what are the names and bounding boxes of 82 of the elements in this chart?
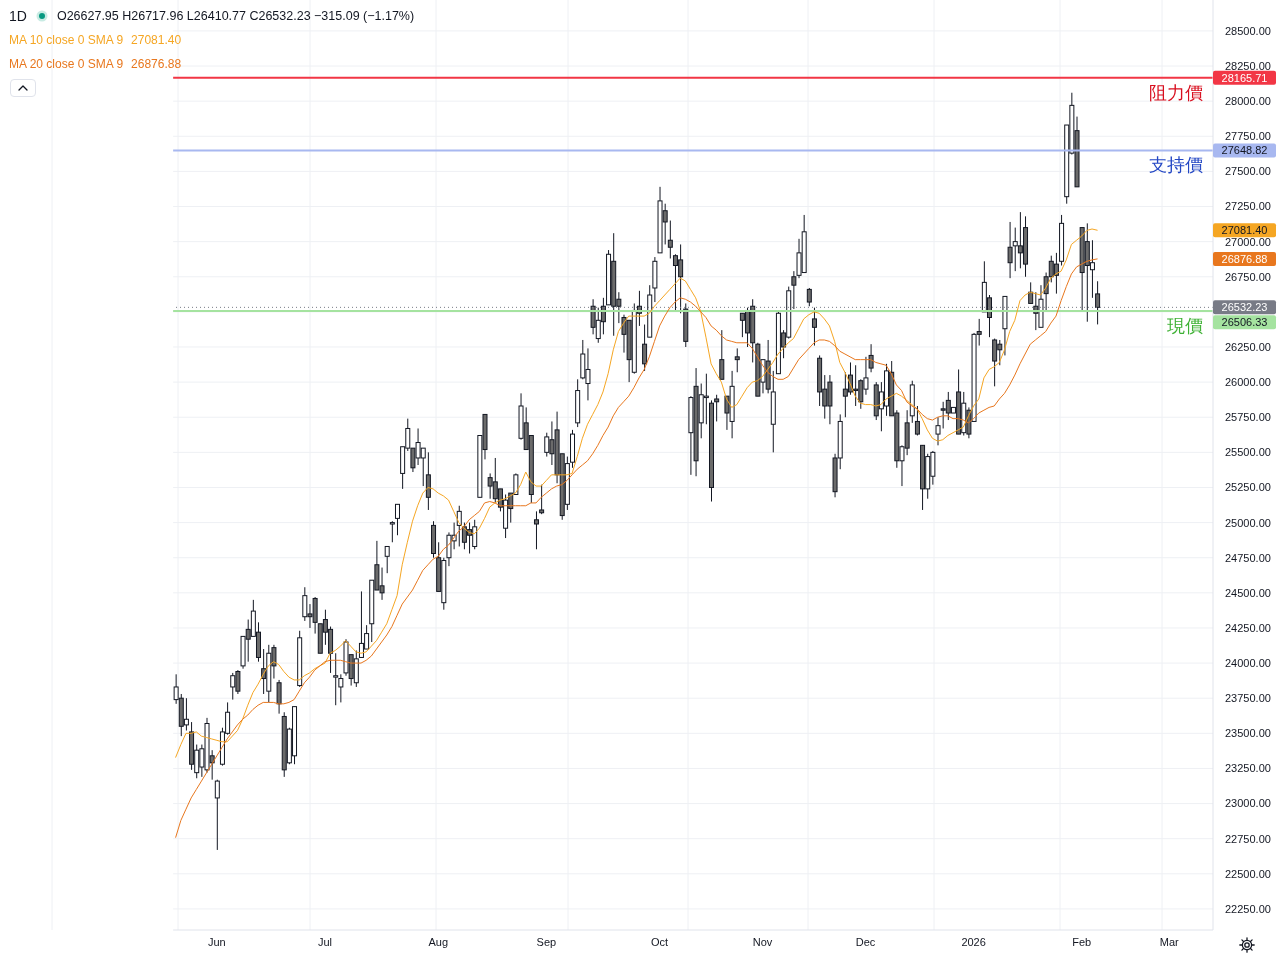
candlestick	[719, 329, 725, 380]
ref-line-label: 支持價	[1149, 155, 1203, 176]
y-tick-label: 24500.00	[1225, 586, 1271, 599]
candlestick	[667, 220, 673, 259]
y-tick-label: 24250.00	[1225, 621, 1271, 634]
candlestick	[214, 779, 220, 851]
candlestick	[389, 520, 395, 543]
text: 28165.71	[1221, 71, 1268, 84]
y-tick-label: 22250.00	[1225, 902, 1271, 915]
candlestick	[544, 432, 550, 458]
y-tick-label: 23500.00	[1225, 727, 1271, 740]
y-tick-label: 25750.00	[1225, 411, 1271, 424]
candlestick	[333, 652, 339, 706]
candlestick	[1095, 280, 1101, 325]
candlestick	[914, 405, 920, 436]
text: O26627.95 H26717.96 L26410.77 C26532.23 −315.09 (−1.17%)	[56, 9, 415, 23]
y-tick-label: 27750.00	[1225, 130, 1271, 143]
annotation: 26876.88	[131, 57, 182, 71]
text: 1D	[9, 8, 27, 24]
y-tick-label: 24000.00	[1225, 656, 1271, 669]
text: MA 10 close 0 SMA 9	[9, 33, 124, 47]
y-tick-label: 27500.00	[1225, 165, 1271, 178]
y-tick-label: 28500.00	[1225, 24, 1271, 37]
candlestick	[183, 697, 189, 732]
y-tick-label: 23750.00	[1225, 692, 1271, 705]
text: 26876.88	[1221, 252, 1268, 265]
text: 26506.33	[1221, 316, 1268, 329]
x-tick-label: Mar	[1159, 935, 1180, 948]
candlestick	[714, 394, 720, 422]
y-tick-label: 26750.00	[1225, 270, 1271, 283]
x-tick-label: Dec	[855, 935, 876, 948]
candlestick	[338, 673, 344, 703]
candlestick	[276, 679, 282, 715]
annotation: 27081.40	[131, 33, 182, 47]
x-tick-label: Jul	[317, 935, 333, 948]
x-tick-label: Feb	[1072, 935, 1092, 948]
text: 27081.40	[1221, 224, 1268, 237]
candlestick	[353, 649, 359, 688]
ref-line-label: 現價	[1167, 315, 1203, 336]
line-series	[175, 228, 1098, 758]
y-tick-label: 26250.00	[1225, 340, 1271, 353]
y-tick-label: 25500.00	[1225, 446, 1271, 459]
y-tick-label: 28250.00	[1225, 59, 1271, 72]
candlestick	[703, 373, 709, 425]
candlestick	[806, 287, 812, 307]
x-tick-label: 2026	[961, 935, 986, 948]
y-tick-label: 23250.00	[1225, 762, 1271, 775]
y-tick-label: 27250.00	[1225, 200, 1271, 213]
y-tick-label: 23000.00	[1225, 797, 1271, 810]
candlestick	[539, 484, 545, 515]
candlestick	[533, 510, 539, 550]
x-tick-label: Nov	[752, 935, 773, 948]
candlestick	[642, 324, 648, 372]
ref-line-label: 阻力價	[1149, 82, 1203, 103]
y-tick-label: 25000.00	[1225, 516, 1271, 529]
candlestick	[1089, 239, 1095, 299]
y-tick-label: 25250.00	[1225, 481, 1271, 494]
y-tick-label: 22500.00	[1225, 867, 1271, 880]
candlestick	[302, 586, 308, 622]
candlestick	[935, 416, 941, 446]
candlestick	[992, 338, 998, 387]
candlestick	[1053, 252, 1059, 295]
candlestick	[394, 503, 400, 536]
candlestick	[1028, 281, 1034, 304]
x-tick-label: Aug	[428, 935, 449, 948]
y-tick-label: 24750.00	[1225, 551, 1271, 564]
text: MA 20 close 0 SMA 9	[9, 57, 124, 71]
x-tick-label: Jun	[208, 935, 226, 948]
text: 27648.82	[1221, 144, 1268, 157]
text: 26532.23	[1221, 301, 1268, 314]
candlestick	[1007, 221, 1013, 279]
candlestick	[425, 451, 431, 511]
y-tick-label: 28000.00	[1225, 95, 1271, 108]
y-tick-label: 22750.00	[1225, 832, 1271, 845]
y-tick-label: 26000.00	[1225, 376, 1271, 389]
x-tick-label: Oct	[651, 935, 669, 948]
x-tick-label: Sep	[536, 935, 557, 948]
candlestick	[811, 307, 817, 347]
line-series	[175, 258, 1098, 838]
candlestick	[384, 545, 390, 574]
candlestick	[734, 347, 740, 373]
y-tick-label: 27000.00	[1225, 235, 1271, 248]
